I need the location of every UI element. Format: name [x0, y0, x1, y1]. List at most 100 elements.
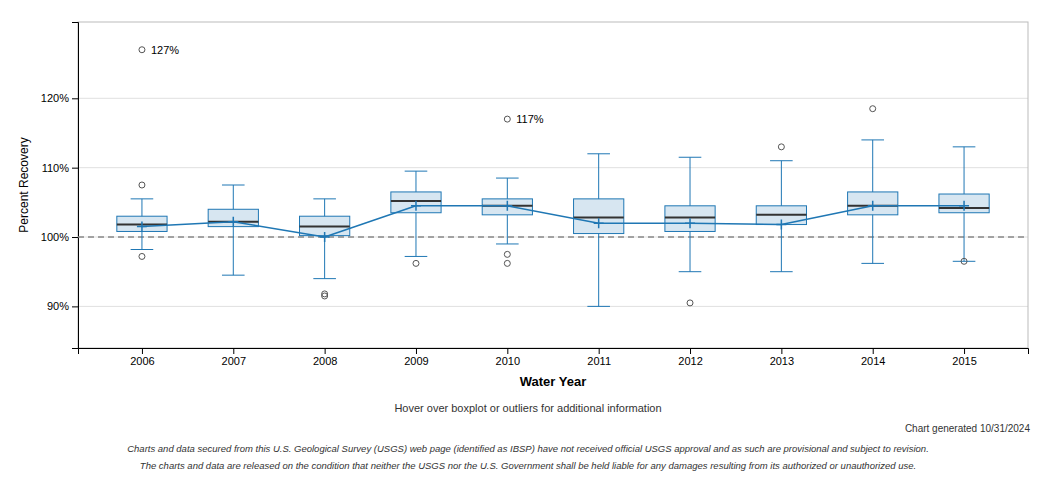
box	[574, 154, 624, 307]
box	[208, 185, 258, 275]
mean-marker	[502, 201, 512, 211]
mean-line	[142, 206, 964, 237]
y-tick-label: 90%	[47, 300, 69, 312]
x-axis: 2006 2007 2008 2009 2010 2011 2012 2013 2014 2015	[79, 348, 1029, 367]
x-axis-title: Water Year	[520, 374, 587, 389]
y-tick: 110%	[42, 162, 78, 174]
box-body	[939, 194, 989, 213]
x-tick-label: 2015	[952, 355, 976, 367]
x-tick-label: 2014	[861, 355, 885, 367]
box	[391, 171, 441, 266]
whisker-cap-high	[222, 185, 245, 186]
box	[482, 178, 532, 266]
x-tick-mark	[964, 348, 965, 354]
footnote: Hover over boxplot or outliers for addit…	[394, 402, 661, 414]
y-tick-mark	[72, 98, 78, 99]
whisker-high	[324, 199, 325, 216]
y-tick-label: 110%	[42, 162, 70, 174]
x-tick-mark	[781, 348, 782, 354]
box-body	[117, 216, 167, 231]
x-tick: 2006	[130, 348, 154, 367]
footnote: Charts and data secured from this U.S. G…	[127, 443, 929, 454]
x-tick-mark	[690, 348, 691, 354]
outlier	[139, 253, 145, 259]
plot-frame	[78, 22, 1028, 348]
whisker-low	[233, 227, 234, 276]
box	[665, 157, 715, 306]
whisker-cap-high	[131, 198, 154, 199]
y-tick-mark	[72, 306, 78, 307]
x-tick-mark	[416, 348, 417, 354]
y-tick: 120%	[41, 92, 78, 104]
x-tick: 2007	[222, 348, 246, 367]
mean-marker	[868, 201, 878, 211]
whisker-cap-high	[679, 157, 702, 158]
grid-line	[78, 237, 1028, 238]
outlier	[961, 258, 967, 264]
x-tick-label: 2012	[678, 355, 702, 367]
whisker-cap-low	[770, 271, 793, 272]
plot-area: 2006 2007 2008 2009 2010 2011 2012 2013 2014 2015…	[41, 22, 1029, 367]
whisker-cap-low	[953, 261, 976, 262]
grid	[78, 98, 1028, 306]
whisker-cap-low	[861, 263, 884, 264]
box-body	[482, 199, 532, 215]
x-tick: 2009	[404, 348, 428, 367]
box	[756, 144, 806, 272]
mean-marker	[137, 222, 147, 232]
outlier	[504, 260, 510, 266]
annotated-outlier	[139, 47, 145, 53]
whisker-low	[598, 234, 599, 307]
mean-marker	[685, 218, 695, 228]
x-tick-label: 2006	[130, 355, 154, 367]
whisker-low	[872, 215, 873, 264]
grid-line	[78, 98, 1028, 99]
whisker-low	[415, 213, 416, 257]
x-tick: 2014	[861, 348, 885, 367]
x-tick: 2008	[313, 348, 337, 367]
whisker-high	[781, 161, 782, 206]
x-tick-label: 2011	[587, 355, 611, 367]
x-axis-line	[79, 349, 1029, 355]
whisker-cap-high	[313, 198, 336, 199]
footnote: Chart generated 10/31/2024	[905, 423, 1031, 434]
whisker-cap-high	[496, 178, 519, 179]
whisker-low	[324, 236, 325, 279]
x-tick: 2013	[770, 348, 794, 367]
whisker-high	[415, 171, 416, 192]
box-body	[848, 192, 898, 215]
y-axis-title: Percent Recovery	[17, 137, 31, 232]
whisker-high	[872, 140, 873, 192]
outlier	[778, 144, 784, 150]
x-tick-label: 2009	[404, 355, 428, 367]
annotation-label: 117%	[516, 113, 544, 125]
footnotes: Hover over boxplot or outliers for addit…	[127, 402, 1030, 471]
whisker-cap-low	[587, 306, 610, 307]
whisker-high	[964, 147, 965, 194]
footnote: The charts and data are released on the …	[140, 460, 916, 471]
whisker-cap-high	[587, 153, 610, 154]
x-tick-label: 2007	[222, 355, 246, 367]
whisker-low	[964, 213, 965, 262]
box	[117, 182, 167, 259]
whisker-cap-low	[679, 271, 702, 272]
outlier	[413, 260, 419, 266]
box-body	[391, 192, 441, 213]
outlier	[687, 300, 693, 306]
x-tick-label: 2010	[496, 355, 520, 367]
box	[300, 199, 350, 299]
annotated-outlier	[504, 116, 510, 122]
whisker-high	[233, 185, 234, 209]
mean-marker	[776, 220, 786, 230]
outlier	[322, 291, 328, 297]
grid-line	[78, 306, 1028, 307]
mean-marker	[959, 201, 969, 211]
y-tick-label: 100%	[41, 231, 69, 243]
mean-marker	[594, 218, 604, 228]
marks	[78, 47, 1028, 307]
x-tick-mark	[507, 348, 508, 354]
mean-marker	[411, 201, 421, 211]
whisker-cap-low	[496, 243, 519, 244]
whisker-low	[141, 231, 142, 249]
x-tick: 2011	[587, 348, 611, 367]
